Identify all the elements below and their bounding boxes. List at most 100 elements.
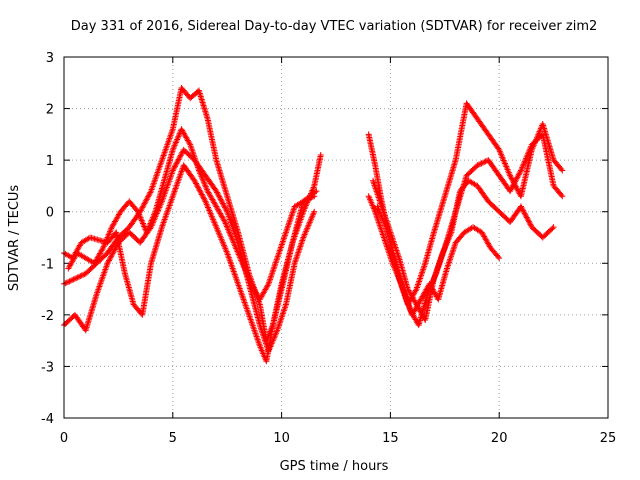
data-point-interp — [223, 207, 230, 214]
data-point-interp — [445, 260, 452, 267]
data-point-interp — [418, 270, 425, 277]
data-point-interp — [479, 159, 486, 166]
data-point-interp — [103, 235, 110, 242]
data-point-interp — [144, 227, 151, 234]
data-point-interp — [195, 186, 202, 193]
data-point-interp — [219, 200, 226, 207]
data-point-interp — [200, 195, 207, 202]
data-point-interp — [174, 135, 181, 142]
data-point-interp — [106, 256, 113, 263]
series-track-3 — [61, 162, 320, 365]
data-point-interp — [375, 206, 382, 213]
data-point-interp — [277, 318, 284, 325]
data-point-interp — [198, 173, 205, 180]
data-point-interp — [111, 247, 118, 254]
data-point-interp — [443, 239, 450, 246]
data-point-interp — [214, 190, 221, 197]
data-point-interp — [558, 166, 565, 173]
data-point-interp — [511, 179, 518, 186]
data-point-interp — [293, 255, 300, 262]
data-point-interp — [298, 240, 305, 247]
data-point — [239, 260, 246, 267]
data-point-interp — [188, 146, 195, 153]
data-point-interp — [512, 177, 519, 184]
data-point-interp — [267, 276, 274, 283]
data-point-interp — [107, 254, 114, 261]
data-point-interp — [267, 274, 274, 281]
data-point-interp — [508, 185, 515, 192]
data-point-interp — [449, 250, 456, 257]
data-point-interp — [378, 213, 385, 220]
data-point-interp — [442, 242, 449, 249]
data-point-interp — [173, 137, 180, 144]
data-point-interp — [515, 171, 522, 178]
data-point-interp — [295, 249, 302, 256]
data-point-interp — [510, 181, 517, 188]
data-point-interp — [145, 224, 152, 231]
data-point-interp — [376, 207, 383, 214]
data-point-interp — [176, 155, 183, 162]
data-point-interp — [65, 278, 72, 285]
data-point-interp — [447, 230, 454, 237]
data-point-interp — [379, 216, 386, 223]
data-point — [104, 260, 111, 267]
data-point-interp — [379, 215, 386, 222]
data-point-interp — [171, 143, 178, 150]
data-point-interp — [281, 233, 288, 240]
data-point-interp — [171, 164, 178, 171]
data-point-interp — [105, 258, 112, 265]
data-point-interp — [301, 197, 308, 204]
data-point-interp — [304, 196, 311, 203]
data-point-interp — [106, 230, 113, 237]
data-point-interp — [282, 230, 289, 237]
data-point-interp — [450, 247, 457, 254]
data-point-interp — [309, 193, 316, 200]
data-point-interp — [520, 207, 527, 214]
data-point-interp — [416, 276, 423, 283]
data-point-interp — [137, 214, 144, 221]
data-point-interp — [244, 272, 251, 279]
data-point-interp — [279, 238, 286, 245]
data-point-interp — [287, 217, 294, 224]
data-point-interp — [381, 221, 388, 228]
data-point — [282, 229, 289, 236]
x-tick-label: 15 — [382, 431, 399, 446]
data-point-interp — [66, 278, 73, 285]
data-point-interp — [150, 213, 157, 220]
data-point-interp — [379, 229, 386, 236]
data-point-interp — [199, 192, 206, 199]
data-point-interp — [278, 315, 285, 322]
data-point-interp — [236, 254, 243, 261]
data-point — [496, 255, 503, 262]
data-point-interp — [233, 245, 240, 252]
data-point-interp — [283, 226, 290, 233]
data-point-interp — [509, 183, 516, 190]
data-point-interp — [507, 173, 514, 180]
data-point-interp — [233, 247, 240, 254]
data-point-interp — [242, 267, 249, 274]
data-point-interp — [193, 180, 200, 187]
y-tick-label: -3 — [41, 360, 54, 375]
data-marks — [61, 84, 566, 365]
data-point-interp — [135, 210, 142, 217]
data-point-interp — [142, 199, 149, 206]
data-point-interp — [148, 219, 155, 226]
data-point-interp — [374, 205, 381, 212]
data-point-interp — [274, 253, 281, 260]
data-point-interp — [275, 322, 282, 329]
data-point-interp — [149, 214, 156, 221]
data-point-interp — [270, 265, 277, 272]
data-point-interp — [293, 254, 300, 261]
x-tick-label: 20 — [491, 431, 508, 446]
data-point-interp — [295, 248, 302, 255]
data-point-interp — [273, 258, 280, 265]
data-point-interp — [446, 257, 453, 264]
data-point-interp — [247, 279, 254, 286]
data-point-interp — [520, 209, 527, 216]
data-point-interp — [148, 217, 155, 224]
data-point-interp — [216, 194, 223, 201]
data-point-interp — [279, 310, 286, 317]
data-point-interp — [515, 172, 522, 179]
data-point-interp — [203, 186, 210, 193]
data-point-interp — [448, 251, 455, 258]
